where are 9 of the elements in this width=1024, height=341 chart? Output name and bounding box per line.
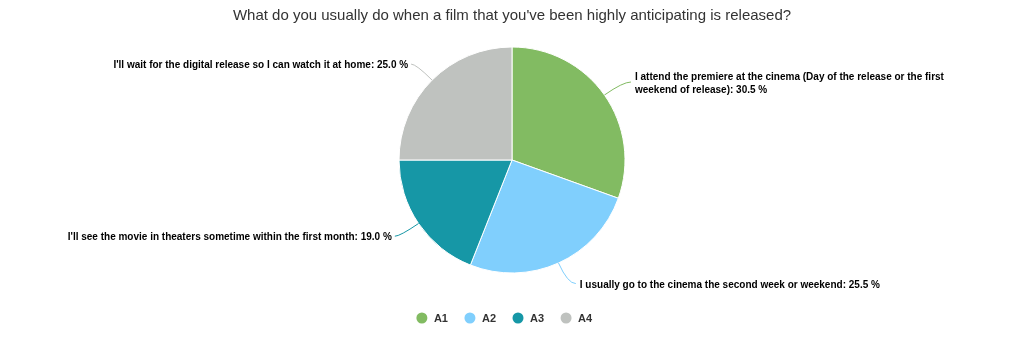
data-label: I'll see the movie in theaters sometime within the first month: 19.0 % [67,231,392,243]
data-label: I'll wait for the digital release so I can watch it at home: 25.0 % [113,59,409,71]
data-label: I usually go to the cinema the second week or weekend: 25.5 % [579,278,880,290]
chart-title: What do you usually do when a film that you've been highly anticipating is released? [232,6,792,23]
data-label: I attend the premiere at the cinema (Day of the release or the first weekend of release): 30.5 % [633,70,945,95]
legend-label: A3 [530,312,545,324]
legend-label: A4 [578,312,594,324]
legend-label: A1 [433,312,448,324]
legend-label: A2 [481,312,496,324]
